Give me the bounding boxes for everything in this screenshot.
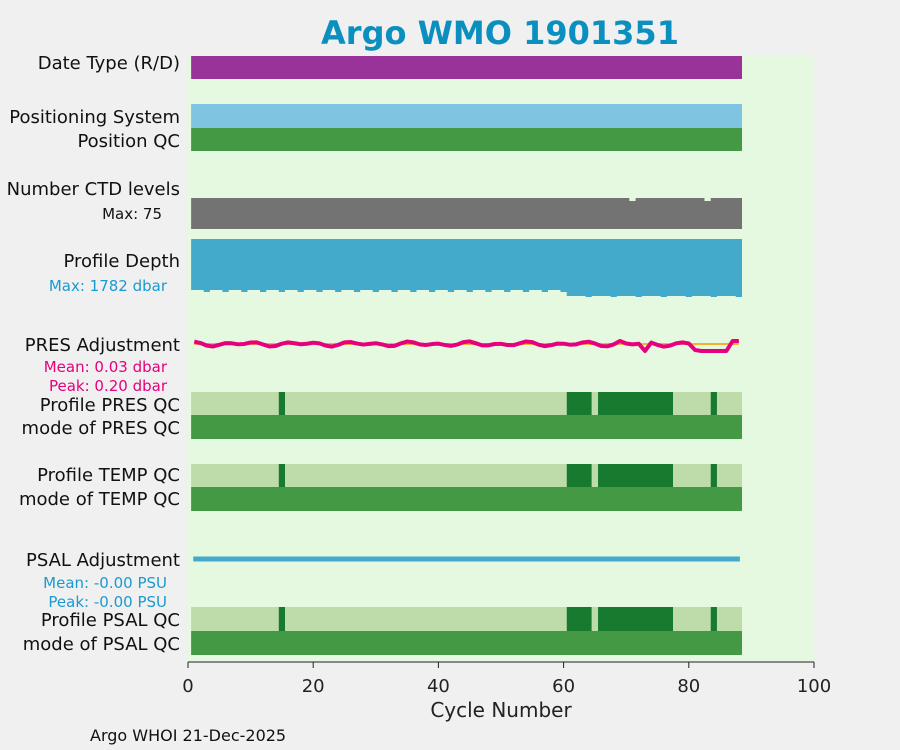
- x-tick-label-40: 40: [427, 676, 450, 697]
- profile-temp-qc-segment-6: [673, 464, 711, 487]
- x-tick-label-20: 20: [302, 676, 325, 697]
- psal-adjustment-peak: Peak: -0.00 PSU: [48, 593, 167, 611]
- profile-pres-qc-segment-7: [710, 392, 717, 415]
- profile-pres-qc-segment-6: [673, 392, 711, 415]
- profile-temp-qc-segment-2: [285, 464, 567, 487]
- label-mode-psal-qc: mode of PSAL QC: [23, 634, 180, 655]
- chart-title: Argo WMO 1901351: [321, 14, 679, 52]
- label-profile-temp-qc: Profile TEMP QC: [37, 465, 180, 486]
- label-number-ctd-levels: Number CTD levels: [7, 179, 180, 200]
- label-profile-depth: Profile Depth: [63, 251, 180, 272]
- footer-credit: Argo WHOI 21-Dec-2025: [90, 726, 286, 745]
- profile-pres-qc-segment-2: [285, 392, 567, 415]
- label-mode-temp-qc: mode of TEMP QC: [19, 489, 180, 510]
- profile-temp-qc-segment-8: [716, 464, 743, 487]
- profile-pres-qc-segment-5: [598, 392, 674, 415]
- label-profile-pres-qc: Profile PRES QC: [40, 395, 180, 416]
- ctd-levels-max: Max: 75: [102, 205, 162, 223]
- profile-pres-qc-segment-0: [191, 392, 279, 415]
- position-qc-bar: [191, 128, 743, 151]
- profile-temp-qc-segment-0: [191, 464, 279, 487]
- mode-temp-qc-bar: [191, 487, 743, 511]
- x-tick-label-80: 80: [677, 676, 700, 697]
- label-position-qc: Position QC: [77, 131, 180, 152]
- profile-psal-qc-segment-7: [710, 607, 717, 631]
- x-tick-label-0: 0: [182, 676, 193, 697]
- pres-adjustment-mean: Mean: 0.03 dbar: [44, 358, 168, 376]
- profile-temp-qc-segment-4: [591, 464, 599, 487]
- profile-pres-qc-segment-8: [716, 392, 743, 415]
- profile-temp-qc-segment-3: [566, 464, 592, 487]
- label-pres-adjustment: PRES Adjustment: [25, 335, 180, 356]
- profile-psal-qc-segment-8: [716, 607, 743, 631]
- profile-psal-qc-segment-0: [191, 607, 279, 631]
- label-psal-adjustment: PSAL Adjustment: [26, 550, 180, 571]
- profile-psal-qc-segment-3: [566, 607, 592, 631]
- profile-psal-qc-segment-1: [278, 607, 286, 631]
- profile-temp-qc-segment-7: [710, 464, 717, 487]
- profile-psal-qc-segment-2: [285, 607, 567, 631]
- mode-pres-qc-bar: [191, 415, 743, 439]
- profile-temp-qc-segment-5: [598, 464, 674, 487]
- profile-psal-qc-segment-4: [591, 607, 599, 631]
- positioning-system-bar: [191, 104, 743, 128]
- profile-psal-qc-segment-5: [598, 607, 674, 631]
- profile-depth-max: Max: 1782 dbar: [49, 277, 168, 295]
- mode-psal-qc-bar: [191, 631, 743, 655]
- psal-adjustment-mean: Mean: -0.00 PSU: [43, 574, 167, 592]
- profile-pres-qc-segment-4: [591, 392, 599, 415]
- ctd-levels-bar: [191, 198, 743, 229]
- pres-adjustment-peak: Peak: 0.20 dbar: [49, 377, 168, 395]
- ctd-level-dip-1: [704, 198, 711, 201]
- label-positioning-system: Positioning System: [9, 107, 180, 128]
- x-axis-label: Cycle Number: [430, 698, 572, 722]
- profile-pres-qc-segment-3: [566, 392, 592, 415]
- profile-pres-qc-segment-1: [278, 392, 286, 415]
- label-mode-pres-qc: mode of PRES QC: [22, 418, 180, 439]
- profile-temp-qc-segment-1: [278, 464, 286, 487]
- label-date-type: Date Type (R/D): [38, 53, 180, 74]
- profile-depth-area: [191, 239, 743, 297]
- profile-psal-qc-segment-6: [673, 607, 711, 631]
- x-tick-label-60: 60: [552, 676, 575, 697]
- label-profile-psal-qc: Profile PSAL QC: [41, 610, 180, 631]
- ctd-level-dip-0: [629, 198, 636, 201]
- pres-adjustment-line: [193, 339, 739, 353]
- x-tick-label-100: 100: [797, 676, 831, 697]
- date-type-bar: [191, 56, 743, 79]
